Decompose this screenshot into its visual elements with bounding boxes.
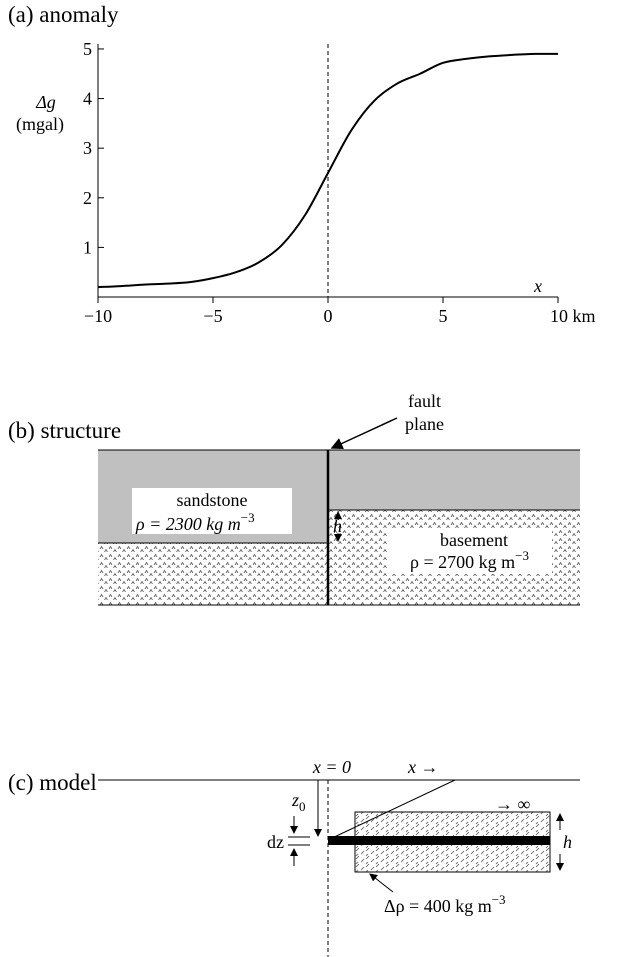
x-tick-label: 5 xyxy=(439,306,448,326)
throw-label: h xyxy=(333,516,342,536)
x-label: x → xyxy=(407,757,439,777)
x-axis-label: x xyxy=(533,276,542,296)
arrow xyxy=(369,873,394,893)
y-tick-label: 3 xyxy=(83,138,92,158)
arrow xyxy=(330,417,398,450)
anomaly-curve xyxy=(97,52,559,289)
x-tick-label: 0 xyxy=(324,306,333,326)
contrast-label: Δρ = 400 kg m−3 xyxy=(384,892,506,916)
label-box xyxy=(132,488,292,534)
y-tick-label: 5 xyxy=(83,39,92,59)
y-axis-label: Δg xyxy=(35,92,56,112)
y-tick-label: 4 xyxy=(83,89,92,109)
y-tick-label: 1 xyxy=(83,237,92,257)
x-tick-label: −10 xyxy=(84,306,112,326)
sandstone-right xyxy=(328,450,580,510)
y-tick-label: 2 xyxy=(83,188,92,208)
fault-label: fault xyxy=(408,391,441,411)
ray xyxy=(327,779,456,841)
depth-label: z0 xyxy=(291,790,306,814)
density: ρ = 2300 kg m−3 xyxy=(135,510,255,534)
fault-label: plane xyxy=(405,414,444,434)
dz-label: dz xyxy=(267,832,284,852)
element xyxy=(328,836,550,845)
panel-title: (c) model xyxy=(8,770,97,795)
label-box xyxy=(388,528,552,574)
y-axis-unit: (mgal) xyxy=(16,114,64,135)
rock-name: basement xyxy=(440,530,508,550)
x-tick-label: −5 xyxy=(203,306,222,326)
basement-left xyxy=(98,543,328,605)
origin-label: x = 0 xyxy=(312,757,351,777)
panel-title: (a) anomaly xyxy=(8,2,119,27)
panel-title: (b) structure xyxy=(8,418,121,443)
thickness-label: h xyxy=(563,832,572,852)
rock-name: sandstone xyxy=(177,490,248,510)
x-tick-label: 10 km xyxy=(550,306,596,326)
infinity: → ∞ xyxy=(495,794,531,814)
density: ρ = 2700 kg m−3 xyxy=(410,548,529,572)
